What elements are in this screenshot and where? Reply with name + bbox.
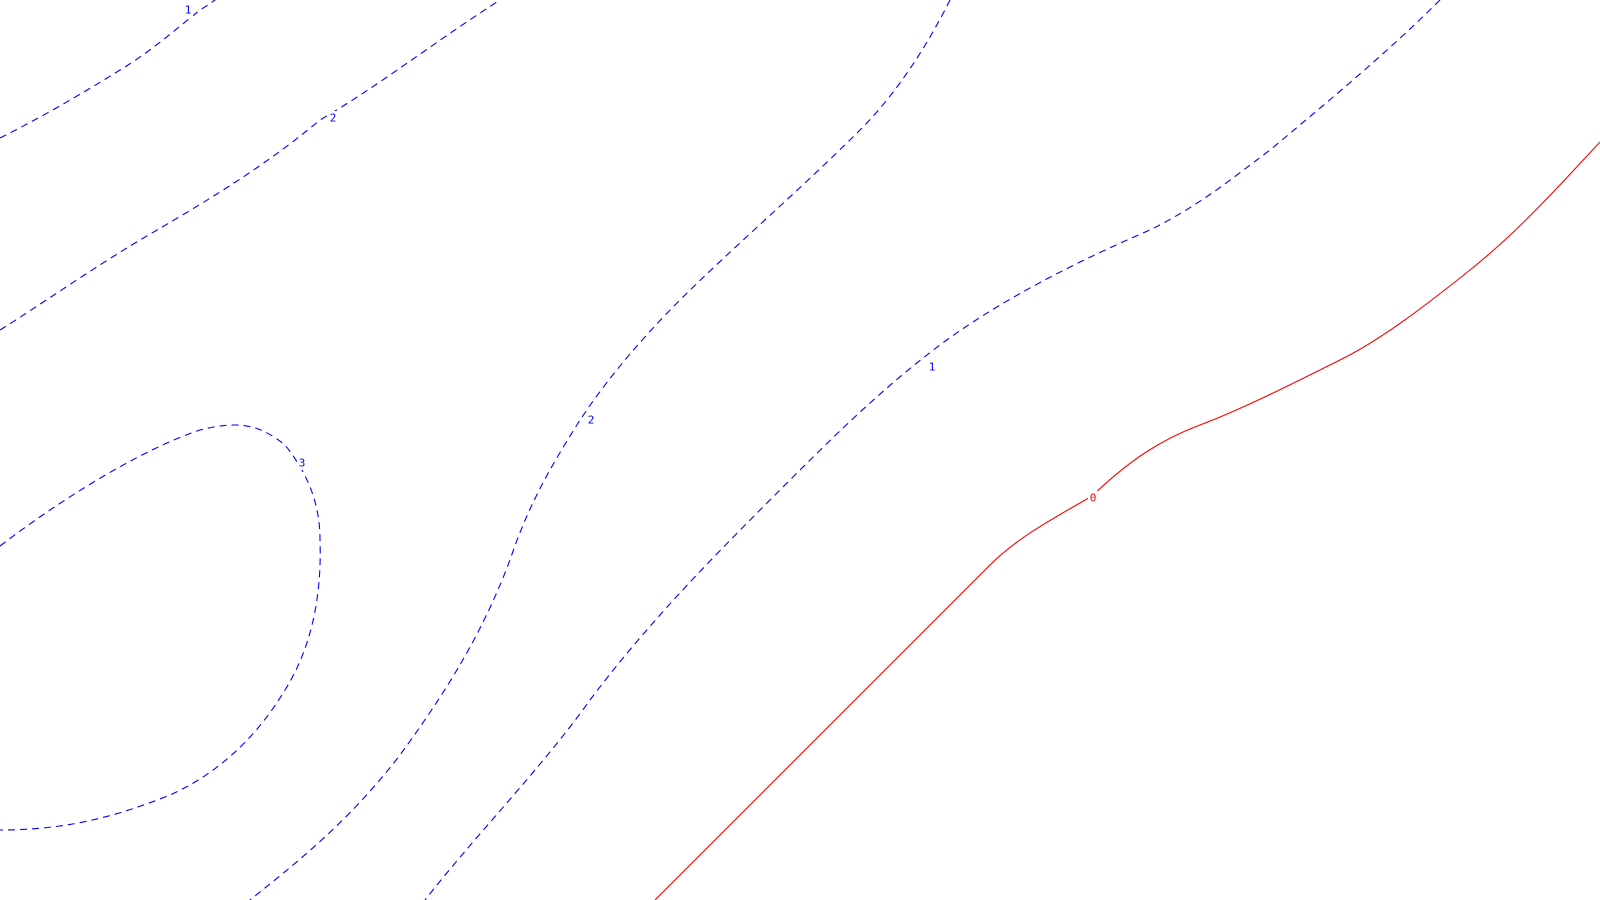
contour-label: 3 bbox=[299, 457, 306, 470]
contour-level-0-zero-line: 0 bbox=[654, 141, 1600, 900]
contour-label: 0 bbox=[1090, 492, 1097, 505]
contour-level-2-center: 2 bbox=[249, 0, 951, 900]
contour-label: 2 bbox=[330, 112, 337, 125]
contour-label: 1 bbox=[185, 4, 192, 17]
contour-level-3-loop: 3 bbox=[0, 424, 321, 831]
contour-level-1-center-right: 1 bbox=[424, 0, 1441, 900]
contour-line bbox=[424, 0, 1441, 900]
contour-label: 2 bbox=[588, 414, 595, 427]
contour-line bbox=[0, 424, 321, 831]
contour-level-2-top-left: 2 bbox=[0, 0, 501, 331]
contour-line bbox=[0, 0, 216, 139]
contour-label: 1 bbox=[929, 361, 936, 374]
contour-line bbox=[0, 0, 501, 331]
contour-level-1-top-left: 1 bbox=[0, 0, 216, 139]
